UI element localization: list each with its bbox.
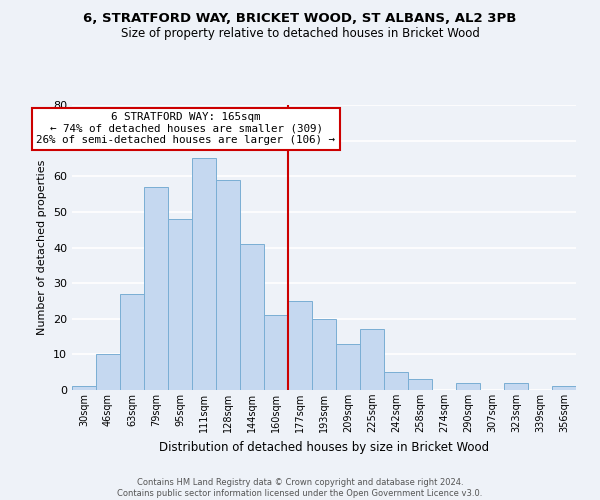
Bar (408, 380, 432, 390)
Text: 6 STRATFORD WAY: 165sqm
← 74% of detached houses are smaller (309)
26% of semi-d: 6 STRATFORD WAY: 165sqm ← 74% of detache… (37, 112, 335, 146)
Bar (360, 330, 384, 390)
Bar (264, 315, 288, 390)
Bar (504, 383, 528, 390)
X-axis label: Distribution of detached houses by size in Bricket Wood: Distribution of detached houses by size … (159, 440, 489, 454)
Bar (192, 158, 216, 390)
Bar (336, 344, 360, 390)
Bar (240, 244, 264, 390)
Bar (96, 354, 120, 390)
Bar (288, 301, 312, 390)
Bar (384, 372, 408, 390)
Bar (168, 219, 192, 390)
Text: 6, STRATFORD WAY, BRICKET WOOD, ST ALBANS, AL2 3PB: 6, STRATFORD WAY, BRICKET WOOD, ST ALBAN… (83, 12, 517, 26)
Bar (312, 319, 336, 390)
Bar (144, 187, 168, 390)
Text: Size of property relative to detached houses in Bricket Wood: Size of property relative to detached ho… (121, 28, 479, 40)
Bar (216, 180, 240, 390)
Bar (552, 386, 576, 390)
Y-axis label: Number of detached properties: Number of detached properties (37, 160, 47, 335)
Bar (456, 383, 480, 390)
Bar (72, 386, 96, 390)
Bar (120, 294, 144, 390)
Text: Contains HM Land Registry data © Crown copyright and database right 2024.
Contai: Contains HM Land Registry data © Crown c… (118, 478, 482, 498)
